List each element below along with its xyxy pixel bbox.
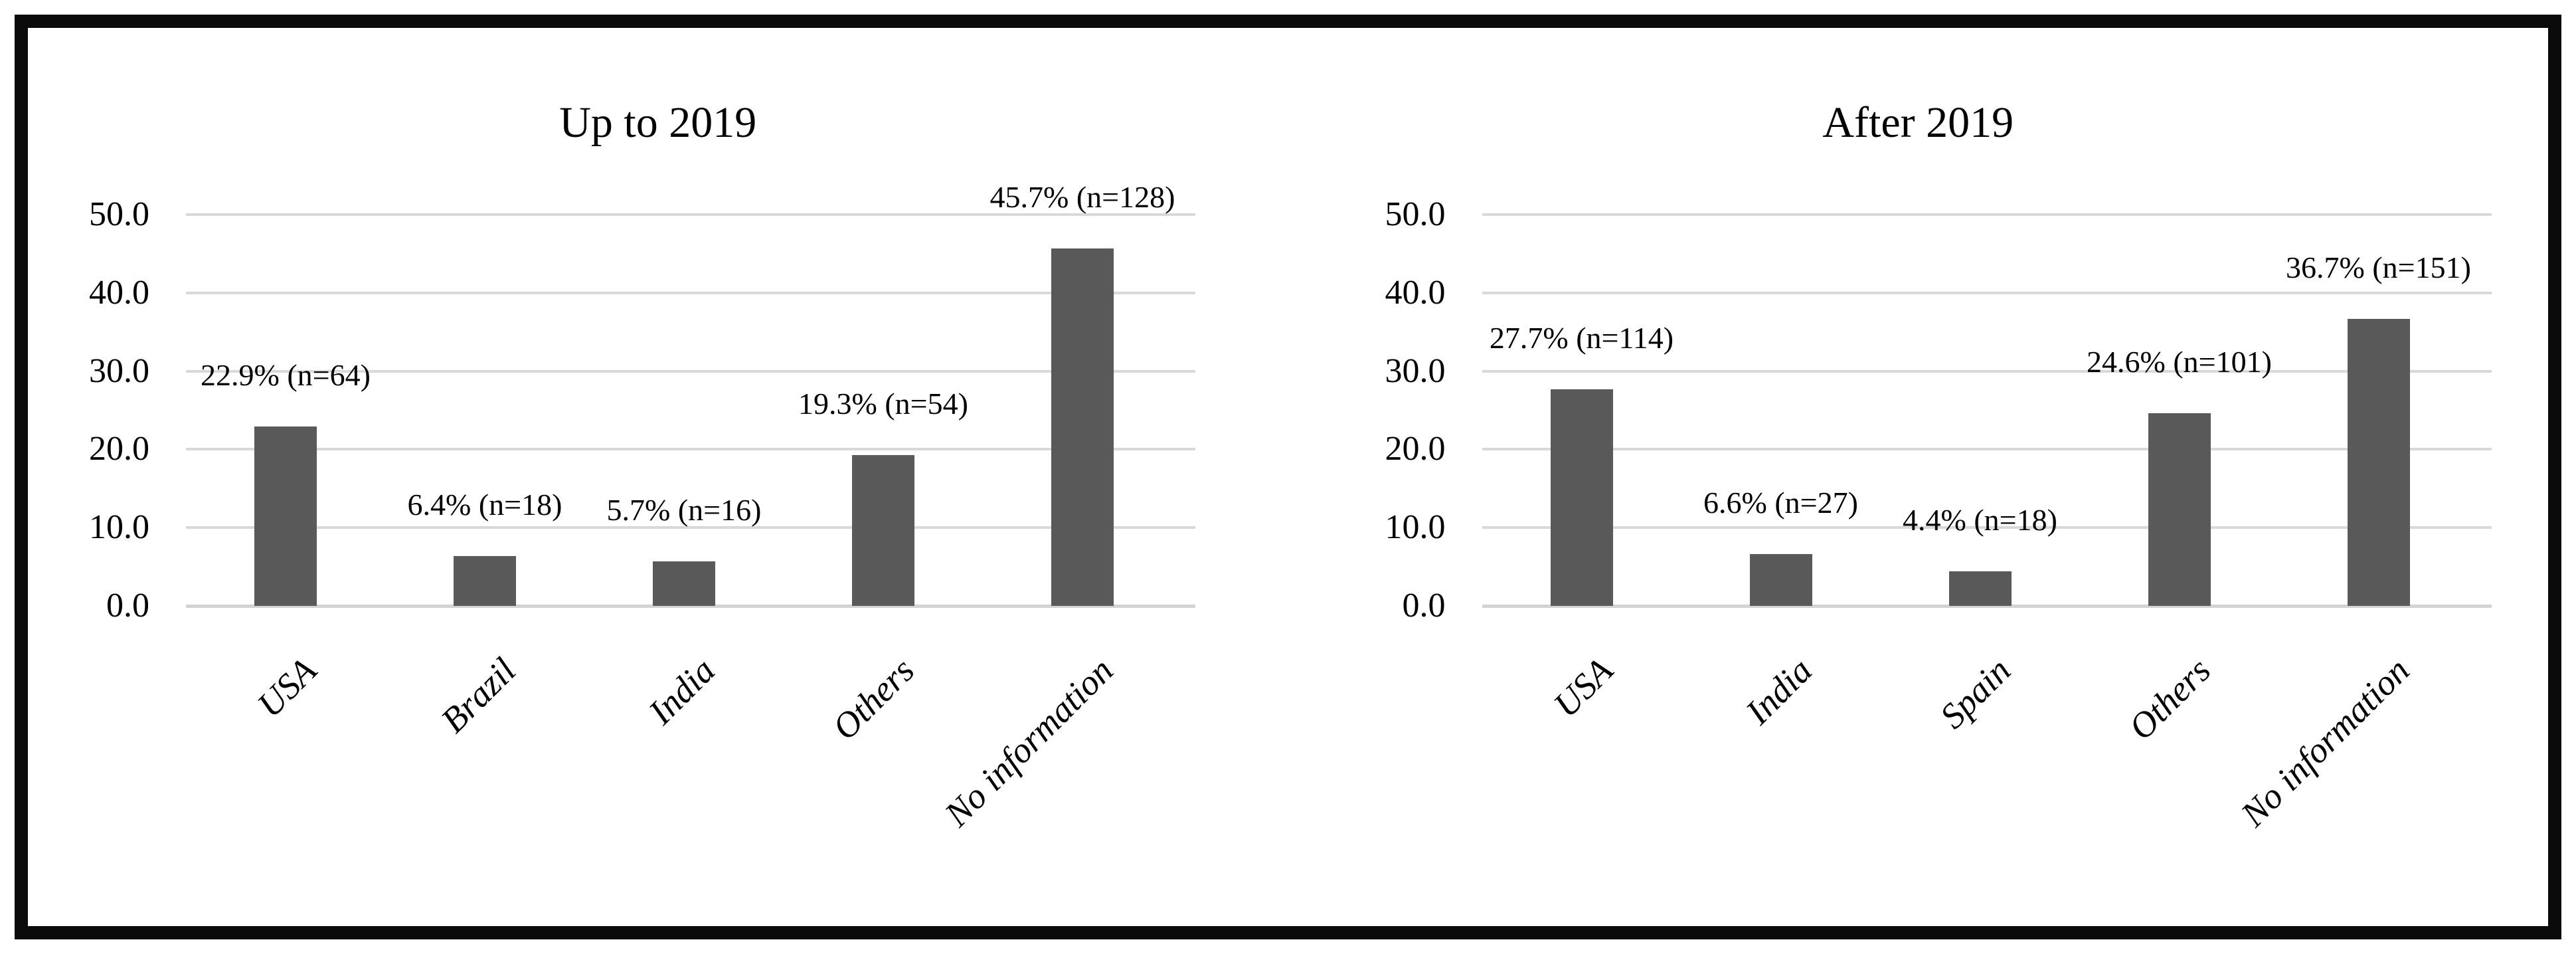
gridline	[1482, 526, 2492, 529]
x-axis-category-label: India	[1737, 650, 1820, 732]
bar-value-label: 45.7% (n=128)	[989, 179, 1175, 214]
bar-india	[653, 561, 715, 606]
y-axis-tick-label: 0.0	[1402, 587, 1446, 624]
y-axis-tick-label: 10.0	[1385, 508, 1446, 547]
bar-value-label: 4.4% (n=18)	[1903, 503, 2057, 537]
gridline	[1482, 369, 2492, 373]
x-axis-category-label: No information	[937, 650, 1122, 834]
chart-after-2019: After 2019 0.0 10.0 20.0 30.0 40.0 50.0 27.7% …	[1288, 28, 2549, 926]
bar-value-label: 22.9% (n=64)	[201, 358, 371, 393]
bar-others	[2148, 413, 2211, 606]
gridline	[186, 213, 1195, 216]
bar-no-information	[2347, 318, 2410, 606]
y-axis-tick-label: 10.0	[89, 508, 149, 547]
x-axis-line	[186, 605, 1195, 608]
y-axis-tick-label: 30.0	[89, 351, 149, 390]
chart-title: After 2019	[1822, 98, 2014, 147]
gridline	[186, 369, 1195, 373]
bar-value-label: 6.6% (n=27)	[1703, 486, 1858, 520]
x-axis-category-label: USA	[249, 650, 325, 725]
chart-up-to-2019: Up to 2019 0.0 10.0 20.0 30.0 40.0 50.0 22.9% …	[28, 28, 1288, 926]
gridline	[186, 526, 1195, 529]
bar-value-label: 19.3% (n=54)	[798, 386, 968, 421]
bar-value-label: 24.6% (n=101)	[2087, 345, 2272, 379]
bar-brazil	[454, 555, 516, 606]
bar-no-information	[1051, 248, 1114, 606]
bar-india	[1749, 554, 1812, 606]
chart-title: Up to 2019	[559, 98, 757, 147]
y-axis-tick-label: 50.0	[1385, 195, 1446, 233]
bar-others	[852, 454, 914, 606]
x-axis-category-label: USA	[1545, 650, 1620, 725]
y-axis-tick-label: 30.0	[1385, 351, 1446, 390]
plot-area: 0.0 10.0 20.0 30.0 40.0 50.0 22.9% (n=64) USA 6.…	[28, 28, 1288, 926]
x-axis-category-label: No information	[2233, 650, 2417, 834]
bar-usa	[1550, 389, 1613, 606]
y-axis-tick-label: 40.0	[1385, 273, 1446, 312]
y-axis-tick-label: 40.0	[89, 273, 149, 312]
bar-usa	[254, 427, 317, 606]
x-axis-line	[1482, 605, 2492, 608]
bar-spain	[1948, 571, 2012, 606]
bar-value-label: 5.7% (n=16)	[606, 492, 762, 527]
x-axis-category-label: India	[641, 650, 723, 732]
y-axis-tick-label: 20.0	[89, 430, 149, 468]
x-axis-category-label: Others	[824, 650, 922, 748]
y-axis-tick-label: 0.0	[106, 587, 149, 624]
bar-value-label: 6.4% (n=18)	[407, 487, 562, 522]
x-axis-category-label: Spain	[1932, 650, 2019, 737]
y-axis-tick-label: 20.0	[1385, 430, 1446, 468]
gridline	[1482, 291, 2492, 294]
charts-row: Up to 2019 0.0 10.0 20.0 30.0 40.0 50.0 22.9% …	[28, 28, 2548, 926]
y-axis-tick-label: 50.0	[89, 195, 149, 233]
x-axis-category-label: Brazil	[433, 650, 524, 741]
gridline	[1482, 213, 2492, 216]
bar-value-label: 36.7% (n=151)	[2286, 250, 2471, 284]
figure-frame: Up to 2019 0.0 10.0 20.0 30.0 40.0 50.0 22.9% …	[15, 15, 2561, 939]
bar-value-label: 27.7% (n=114)	[1489, 320, 1674, 355]
plot-area: 0.0 10.0 20.0 30.0 40.0 50.0 27.7% (n=114) USA 6…	[1288, 28, 2549, 926]
gridline	[186, 291, 1195, 294]
x-axis-category-label: Others	[2120, 650, 2218, 748]
gridline	[1482, 448, 2492, 451]
gridline	[186, 448, 1195, 451]
